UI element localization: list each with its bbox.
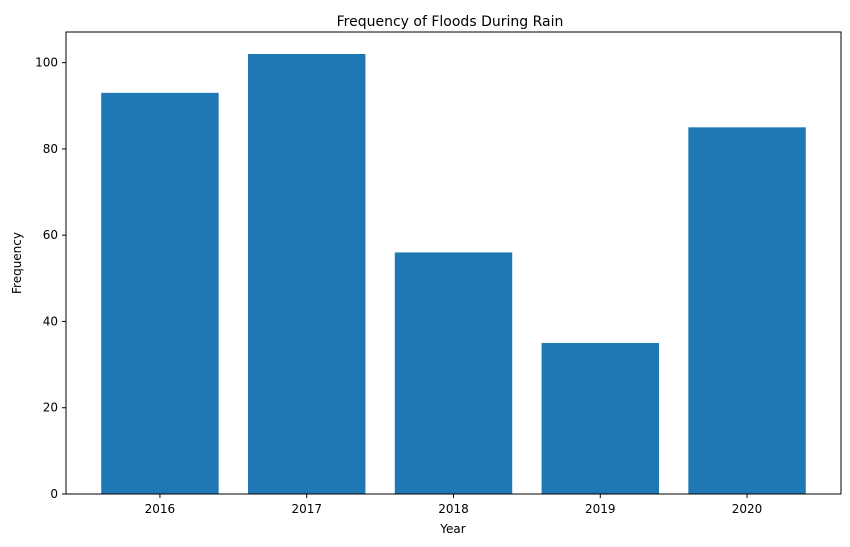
bar-2016: [101, 92, 219, 494]
y-axis-label: Frequency: [10, 232, 24, 294]
y-tick-label: 100: [35, 56, 58, 70]
x-tick-label: 2019: [585, 502, 616, 516]
x-tick-label: 2020: [732, 502, 763, 516]
y-axis-ticks: 0 20 40 60 80 100: [35, 56, 66, 501]
chart-title: Frequency of Floods During Rain: [337, 14, 564, 30]
x-tick-label: 2018: [438, 502, 469, 516]
x-axis-ticks: 2016 2017 2018 2019 2020: [145, 494, 763, 516]
y-tick-label: 40: [43, 314, 58, 328]
y-tick-label: 20: [43, 401, 58, 415]
bar-2019: [541, 343, 659, 494]
bar-2017: [248, 54, 366, 494]
bar-2020: [688, 127, 806, 494]
x-tick-label: 2017: [291, 502, 322, 516]
bars-group: [101, 54, 806, 494]
plot-frame: [65, 31, 842, 495]
x-axis-label: Year: [439, 522, 465, 536]
y-tick-label: 0: [50, 487, 58, 501]
y-tick-label: 80: [43, 142, 58, 156]
y-tick-label: 60: [43, 228, 58, 242]
x-tick-label: 2016: [145, 502, 176, 516]
bar-2018: [394, 252, 513, 494]
